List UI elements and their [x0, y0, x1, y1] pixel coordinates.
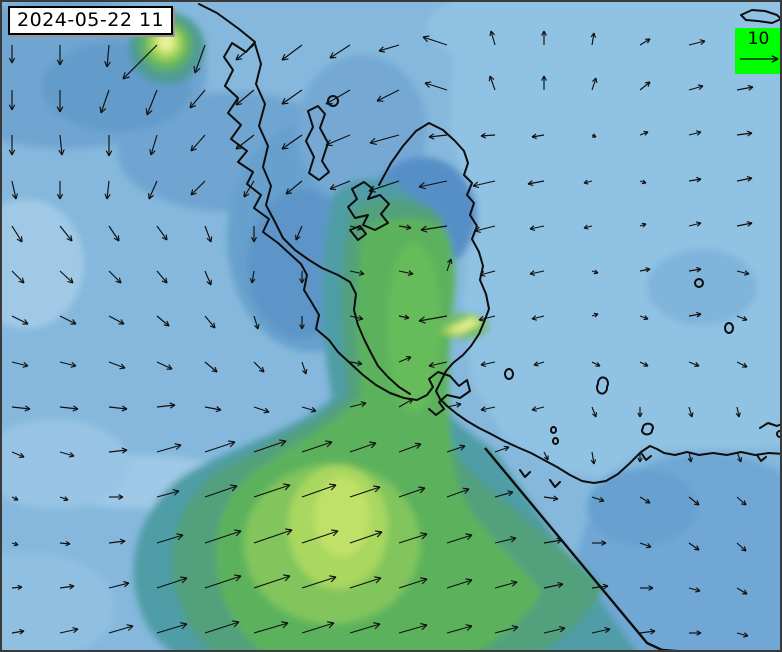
wind-scale-legend: 10 — [735, 28, 780, 74]
timestamp-label: 2024-05-22 11 — [17, 9, 165, 31]
domain-boundary-line — [484, 447, 678, 650]
legend-value: 10 — [747, 29, 770, 49]
legend-wind-arrow-icon — [739, 54, 778, 63]
coastlines — [198, 3, 780, 488]
wind-arrows — [8, 30, 756, 638]
timestamp-box: 2024-05-22 11 — [8, 6, 174, 35]
